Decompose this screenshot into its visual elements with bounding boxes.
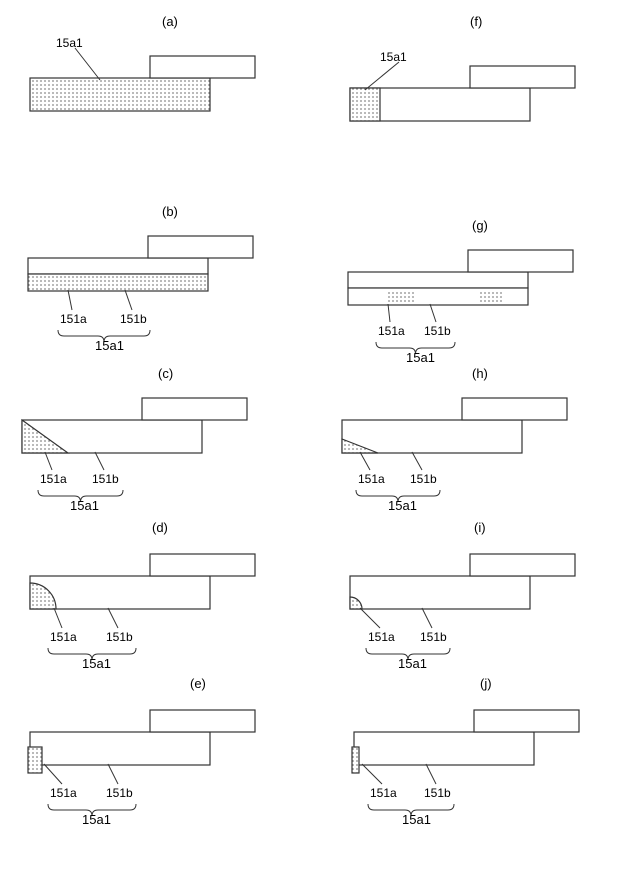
panel-label-h: (h)	[472, 366, 488, 381]
sub-b-i: 151b	[420, 630, 447, 644]
panel-label-c: (c)	[158, 366, 173, 381]
diagram-canvas	[0, 0, 622, 890]
sub-b-h: 151b	[410, 472, 437, 486]
sub-b-b: 151b	[120, 312, 147, 326]
sub-a-h: 151a	[358, 472, 385, 486]
group-label-g: 15a1	[406, 350, 435, 365]
sub-a-g: 151a	[378, 324, 405, 338]
group-label-i: 15a1	[398, 656, 427, 671]
sub-b-j: 151b	[424, 786, 451, 800]
panel-label-i: (i)	[474, 520, 486, 535]
panel-label-g: (g)	[472, 218, 488, 233]
group-label-h: 15a1	[388, 498, 417, 513]
sub-a-d: 151a	[50, 630, 77, 644]
panel-label-d: (d)	[152, 520, 168, 535]
sub-b-d: 151b	[106, 630, 133, 644]
group-label-j: 15a1	[402, 812, 431, 827]
sub-a-i: 151a	[368, 630, 395, 644]
sub-b-e: 151b	[106, 786, 133, 800]
panel-label-b: (b)	[162, 204, 178, 219]
sub-a-b: 151a	[60, 312, 87, 326]
panel-label-a: (a)	[162, 14, 178, 29]
sub-b-g: 151b	[424, 324, 451, 338]
ref-label-f: 15a1	[380, 50, 407, 64]
group-label-e: 15a1	[82, 812, 111, 827]
sub-a-e: 151a	[50, 786, 77, 800]
group-label-b: 15a1	[95, 338, 124, 353]
ref-label-a: 15a1	[56, 36, 83, 50]
group-label-c: 15a1	[70, 498, 99, 513]
panel-label-j: (j)	[480, 676, 492, 691]
panel-label-e: (e)	[190, 676, 206, 691]
sub-b-c: 151b	[92, 472, 119, 486]
group-label-d: 15a1	[82, 656, 111, 671]
sub-a-j: 151a	[370, 786, 397, 800]
sub-a-c: 151a	[40, 472, 67, 486]
panel-label-f: (f)	[470, 14, 482, 29]
